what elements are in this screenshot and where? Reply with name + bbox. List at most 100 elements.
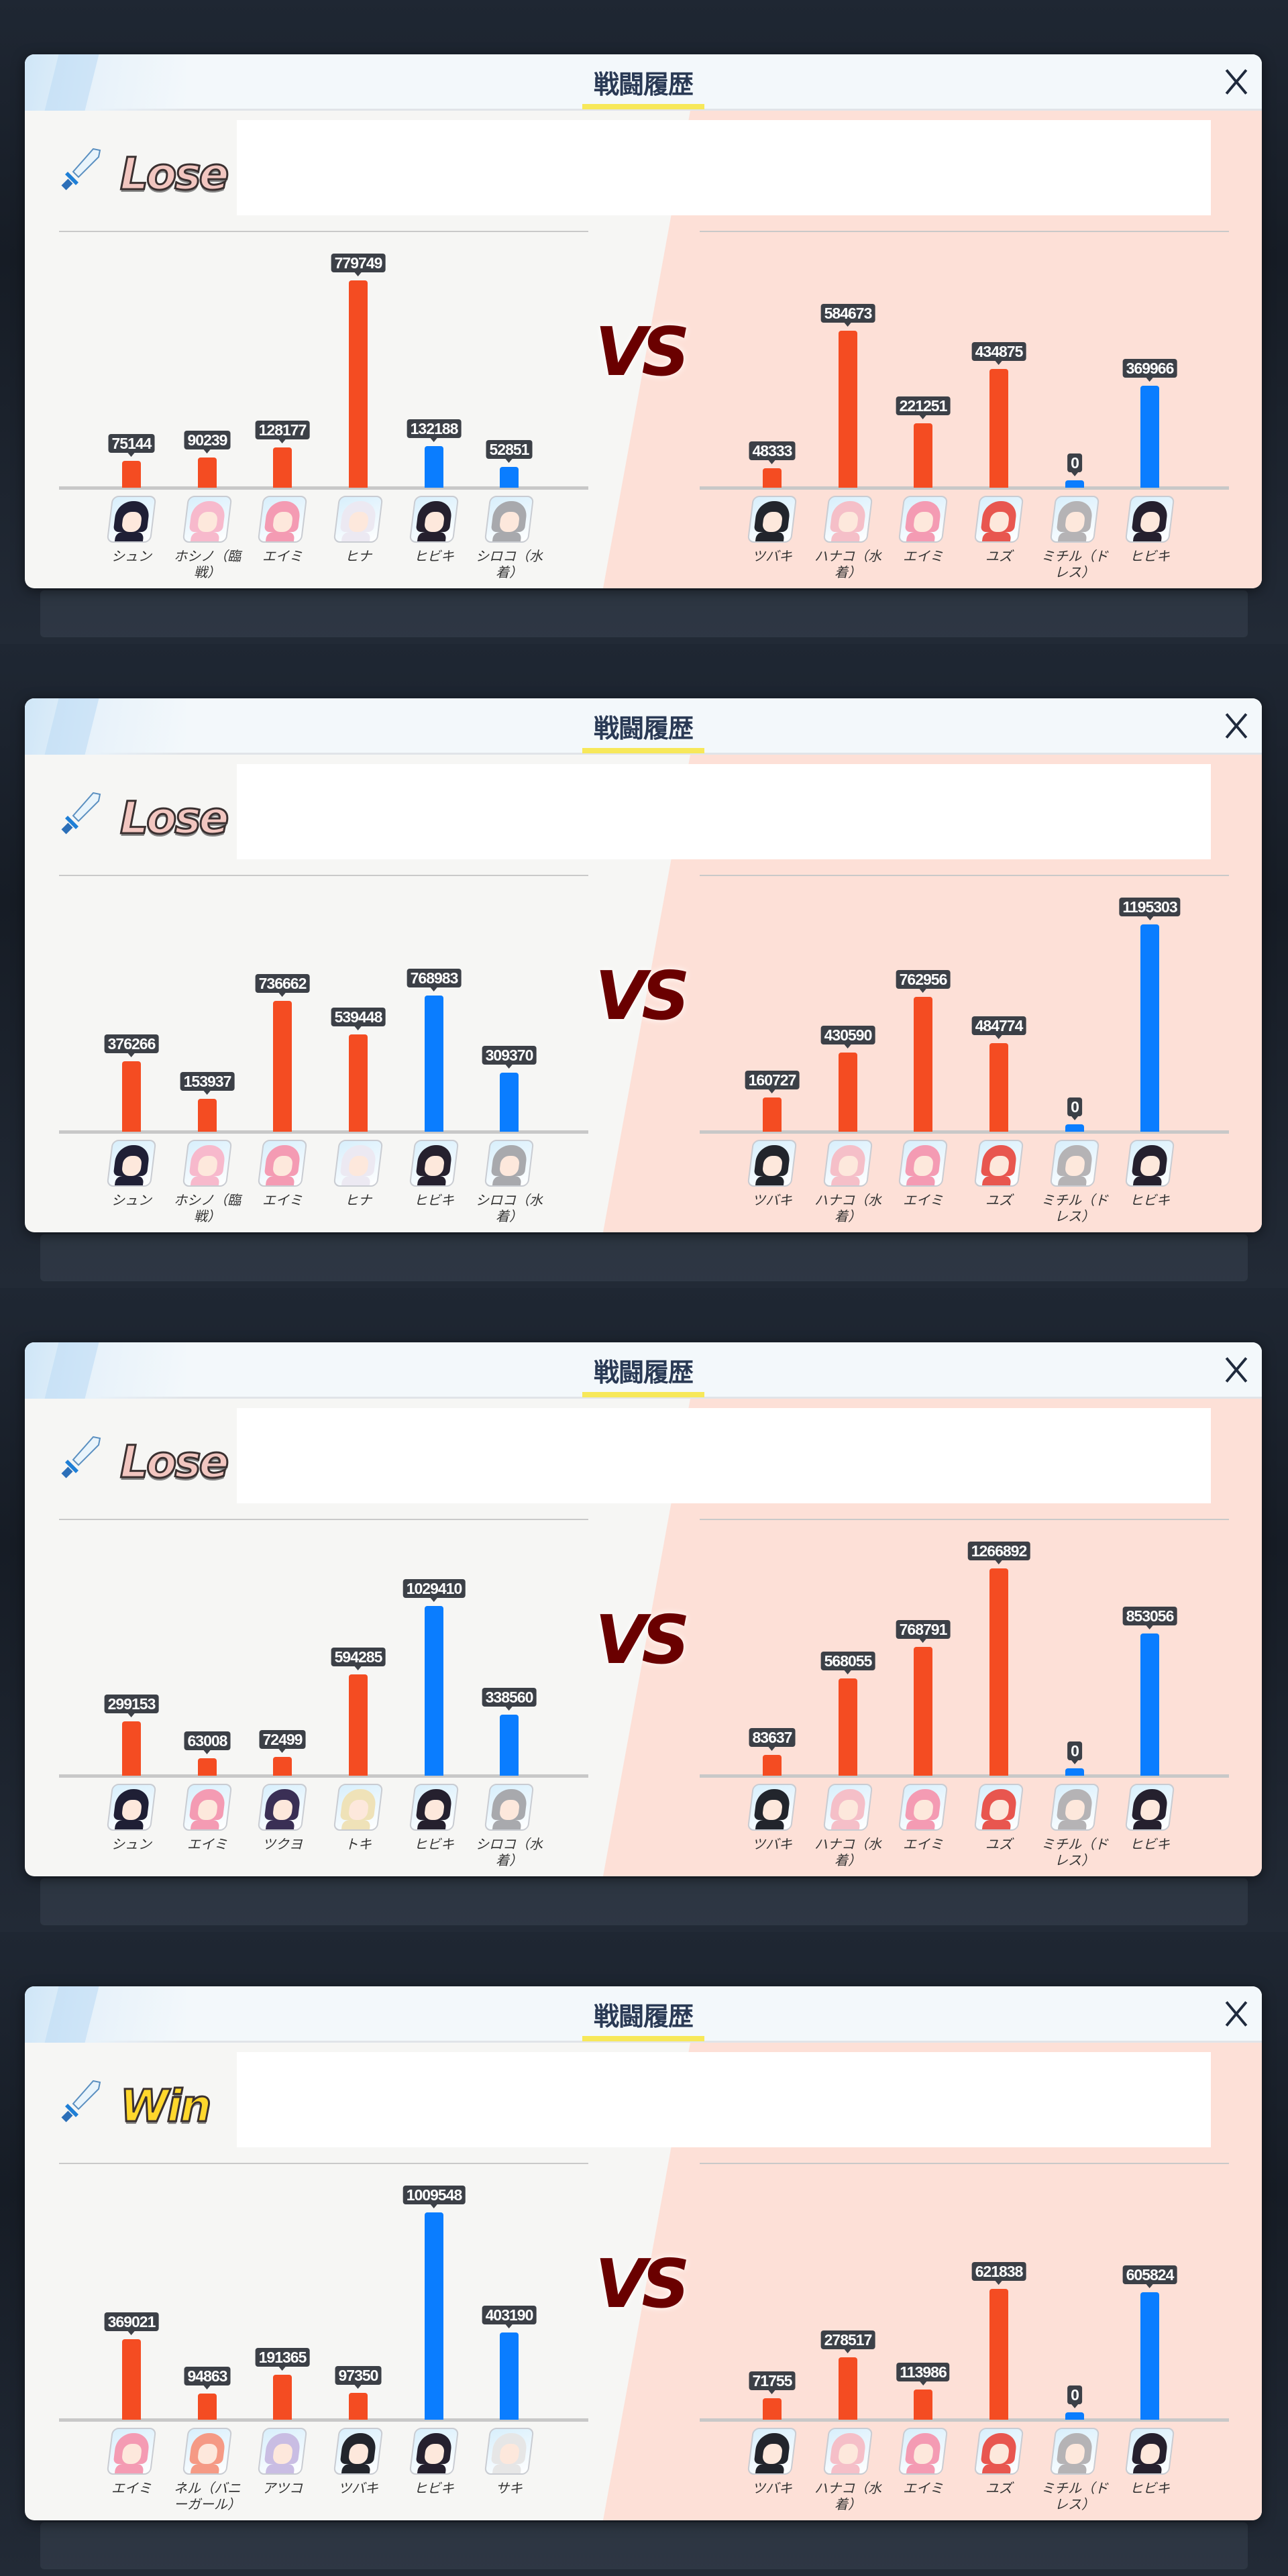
character-avatar[interactable] [484,496,535,543]
character-avatar[interactable] [106,1140,157,1187]
character-avatar[interactable] [182,496,233,543]
character-name: ユズ [985,1836,1012,1852]
character-avatar[interactable] [106,496,157,543]
character-avatar[interactable] [333,1140,384,1187]
character-avatar[interactable] [409,1140,460,1187]
character-name: ホシノ（臨戦） [174,548,241,580]
damage-value-label: 94863 [184,2366,231,2390]
character-avatar[interactable] [973,2428,1024,2475]
character-avatar[interactable] [898,1140,949,1187]
character-name: シロコ（水着） [476,548,543,580]
character-name: ユズ [985,2480,1012,2496]
avatar-body [265,2464,295,2475]
character-avatar[interactable] [747,496,798,543]
damage-value-label: 0 [1067,453,1082,476]
character-avatar[interactable] [106,1784,157,1831]
character-avatar[interactable] [257,1140,308,1187]
left-damage-bar [349,2393,368,2420]
character-avatar[interactable] [822,1784,873,1831]
character-avatar[interactable] [409,496,460,543]
damage-value-label: 403190 [482,2305,537,2328]
character-avatar[interactable] [257,2428,308,2475]
character-avatar[interactable] [822,1140,873,1187]
damage-value-label: 52851 [486,439,533,463]
character-avatar[interactable] [747,1784,798,1831]
character-avatar[interactable] [747,2428,798,2475]
character-avatar[interactable] [182,1784,233,1831]
damage-value-label: 0 [1067,1741,1082,1764]
damage-value-label: 278517 [820,2330,875,2353]
character-avatar[interactable] [973,496,1024,543]
character-avatar[interactable] [182,2428,233,2475]
avatar-body [341,532,371,543]
title-underline [582,1392,704,1397]
avatar-body [417,2464,447,2475]
character-name: ヒビキ [414,548,454,564]
close-icon[interactable] [1220,1997,1252,2029]
left-damage-bar [198,2393,217,2420]
character-avatar[interactable] [257,1784,308,1831]
close-icon[interactable] [1220,709,1252,741]
character-name: ツバキ [338,2480,378,2496]
damage-value-label: 299153 [104,1694,159,1717]
character-avatar[interactable] [747,1140,798,1187]
character-avatar[interactable] [484,1140,535,1187]
right-damage-bar [914,2390,932,2420]
character-name: ヒナ [345,548,372,564]
avatar-body [341,2464,371,2475]
character-avatar[interactable] [106,2428,157,2475]
damage-value-label: 309370 [482,1045,537,1069]
character-avatar[interactable] [257,496,308,543]
avatar-body [417,1820,447,1831]
character-avatar[interactable] [898,496,949,543]
avatar-body [906,1176,936,1187]
character-avatar[interactable] [333,496,384,543]
avatar-body [981,1820,1012,1831]
damage-value-label: 71755 [749,2371,796,2394]
character-avatar[interactable] [333,2428,384,2475]
character-avatar[interactable] [1124,1140,1175,1187]
background-strip [40,1878,1248,1925]
battle-record-dialog: 戦闘履歴 Lose VS 75144 シュン 90239 ホシノ（臨戦） 128177 エイミ 7… [25,54,1262,588]
right-damage-bar [1140,2292,1159,2420]
right-damage-bar [763,2398,782,2420]
chart-top-line [59,875,588,876]
character-name: シュン [111,1836,152,1852]
left-damage-bar [198,1758,217,1776]
character-name: ヒビキ [1130,2480,1170,2496]
character-avatar[interactable] [409,1784,460,1831]
character-avatar[interactable] [333,1784,384,1831]
redacted-area [237,1408,1211,1503]
character-avatar[interactable] [898,2428,949,2475]
chart-top-line [59,231,588,232]
character-avatar[interactable] [973,1784,1024,1831]
close-icon[interactable] [1220,65,1252,97]
character-avatar[interactable] [1049,1784,1100,1831]
avatar-body [755,1820,785,1831]
dialog-header: 戦闘履歴 [25,1342,1262,1399]
character-avatar[interactable] [1049,496,1100,543]
close-icon[interactable] [1220,1353,1252,1385]
character-avatar[interactable] [898,1784,949,1831]
character-avatar[interactable] [484,2428,535,2475]
character-avatar[interactable] [484,1784,535,1831]
character-name: サキ [496,2480,523,2496]
dialog-header: 戦闘履歴 [25,1986,1262,2043]
character-avatar[interactable] [1049,1140,1100,1187]
character-avatar[interactable] [1049,2428,1100,2475]
character-avatar[interactable] [182,1140,233,1187]
character-avatar[interactable] [1124,2428,1175,2475]
right-damage-bar [839,2357,857,2420]
character-avatar[interactable] [822,2428,873,2475]
character-name: ハナコ（水着） [814,2480,881,2512]
damage-value-label: 539448 [331,1007,386,1030]
avatar-body [341,1820,371,1831]
character-avatar[interactable] [973,1140,1024,1187]
character-avatar[interactable] [1124,1784,1175,1831]
damage-value-label: 221251 [896,396,951,420]
character-name: ネル（バニーガール） [174,2480,241,2512]
character-avatar[interactable] [1124,496,1175,543]
dialog-header: 戦闘履歴 [25,54,1262,111]
character-avatar[interactable] [409,2428,460,2475]
character-avatar[interactable] [822,496,873,543]
